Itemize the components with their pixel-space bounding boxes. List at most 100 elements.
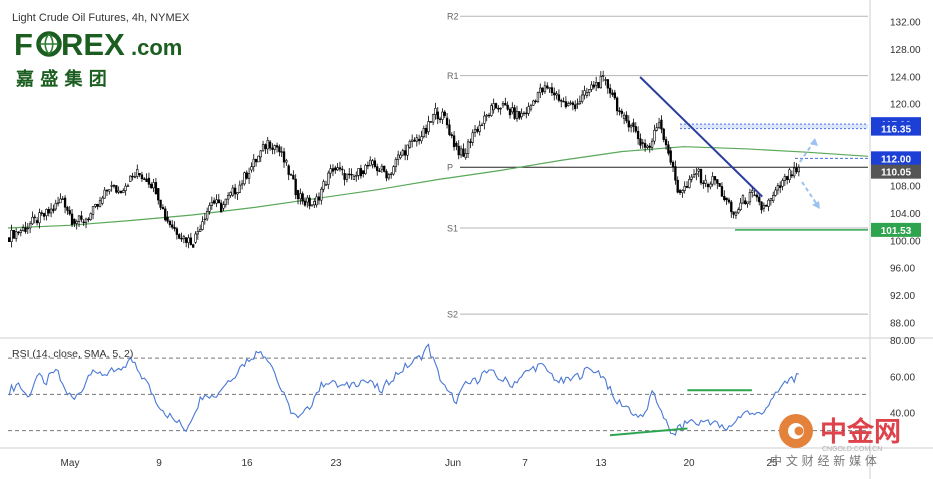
- candle-body: [669, 150, 672, 163]
- logo-globe-icon: [36, 31, 62, 57]
- candle-body: [797, 167, 800, 173]
- candle-body: [520, 113, 523, 117]
- candle-body: [147, 177, 151, 185]
- candle-body: [189, 237, 193, 245]
- candle-body: [527, 106, 530, 114]
- pivot-label-r2: R2: [447, 12, 459, 22]
- candle-body: [252, 158, 255, 168]
- candle-body: [280, 151, 283, 153]
- candle-body: [105, 189, 109, 192]
- candle-body: [194, 233, 197, 243]
- candle-body: [247, 173, 251, 179]
- candle-body: [639, 138, 642, 146]
- candle-body: [348, 173, 351, 176]
- candle-body: [271, 147, 274, 150]
- candle-body: [327, 172, 330, 185]
- candle-body: [529, 104, 533, 110]
- projection-arrow-down: [801, 181, 819, 207]
- candle-body: [364, 164, 367, 174]
- candle-body: [592, 84, 596, 88]
- candle-body: [606, 79, 609, 89]
- candle-body: [122, 190, 125, 193]
- candle-body: [303, 200, 307, 206]
- candle-body: [287, 165, 290, 175]
- watermark-domain: CNGOLD.COM.CN: [822, 446, 882, 453]
- candle-body: [697, 168, 700, 172]
- candle-body: [727, 199, 731, 203]
- candle-body: [373, 160, 377, 167]
- candle-body: [101, 197, 104, 204]
- candle-body: [485, 114, 488, 117]
- candle-body: [138, 173, 141, 176]
- candle-body: [690, 176, 693, 180]
- candle-body: [380, 165, 384, 170]
- candle-body: [334, 167, 337, 171]
- zone-layer: [680, 123, 868, 231]
- candle-body: [331, 168, 335, 172]
- price-tag-label: 101.53: [881, 226, 912, 237]
- candle-body: [434, 107, 437, 115]
- candle-body: [671, 161, 675, 167]
- sma-layer: [7, 146, 869, 229]
- candle-body: [306, 197, 309, 203]
- brand-subtitle: 嘉 盛 集 团: [15, 68, 107, 90]
- candle-body: [718, 183, 721, 187]
- candle-body: [704, 179, 707, 184]
- candle-body: [26, 227, 29, 230]
- watermark: 中金网 CNGOLD.COM.CN 中 文 财 经 新 媒 体: [770, 414, 901, 468]
- price-tick-label: 104.00: [890, 209, 921, 220]
- candle-body: [301, 193, 304, 202]
- date-tick-label: 20: [683, 458, 695, 469]
- candle-body: [266, 140, 269, 150]
- candle-body: [397, 154, 400, 160]
- candle-body: [571, 102, 575, 106]
- candle-body: [685, 186, 689, 188]
- rsi-tick-label: 80.00: [890, 336, 915, 347]
- pivot-label-s1: S1: [447, 224, 458, 234]
- candle-body: [438, 118, 442, 120]
- candle-body: [772, 195, 775, 201]
- candle-body: [77, 215, 81, 222]
- candle-body: [604, 79, 607, 81]
- candle-body: [66, 206, 69, 211]
- candle-body: [268, 141, 272, 149]
- candle-body: [634, 126, 637, 132]
- arrow-down-head: [812, 201, 820, 209]
- rsi-label: RSI (14, close, SMA, 5, 2): [12, 348, 133, 360]
- candle-body: [504, 102, 507, 106]
- candle-body: [185, 237, 188, 243]
- candle-body: [776, 185, 780, 191]
- candle-body: [21, 227, 25, 231]
- date-tick-label: May: [61, 458, 80, 469]
- candle-body: [145, 178, 148, 183]
- candle-body: [688, 178, 691, 189]
- candle-body: [494, 103, 498, 109]
- candle-body: [629, 125, 633, 128]
- candle-body: [595, 82, 598, 86]
- candle-body: [59, 198, 62, 204]
- candle-body: [28, 223, 32, 229]
- candle-body: [562, 100, 565, 103]
- candle-body: [786, 176, 789, 180]
- candle-body: [35, 220, 39, 224]
- candle-body: [61, 198, 64, 200]
- candle-body: [94, 204, 97, 207]
- candle-body: [126, 185, 130, 187]
- date-tick-label: 25: [766, 458, 778, 469]
- candle-body: [534, 100, 537, 103]
- date-tick-label: 13: [595, 458, 607, 469]
- candle-body: [483, 115, 486, 124]
- candle-body: [73, 218, 76, 224]
- candle-body: [84, 218, 88, 223]
- price-tag-bg: [871, 164, 921, 179]
- candle-body: [294, 178, 297, 196]
- candle-body: [296, 190, 300, 200]
- candle-body: [336, 167, 339, 171]
- candle-body: [285, 160, 288, 163]
- candle-body: [383, 165, 386, 172]
- candle-body: [597, 82, 600, 89]
- price-tick-label: 132.00: [890, 18, 921, 29]
- candle-body: [413, 139, 416, 142]
